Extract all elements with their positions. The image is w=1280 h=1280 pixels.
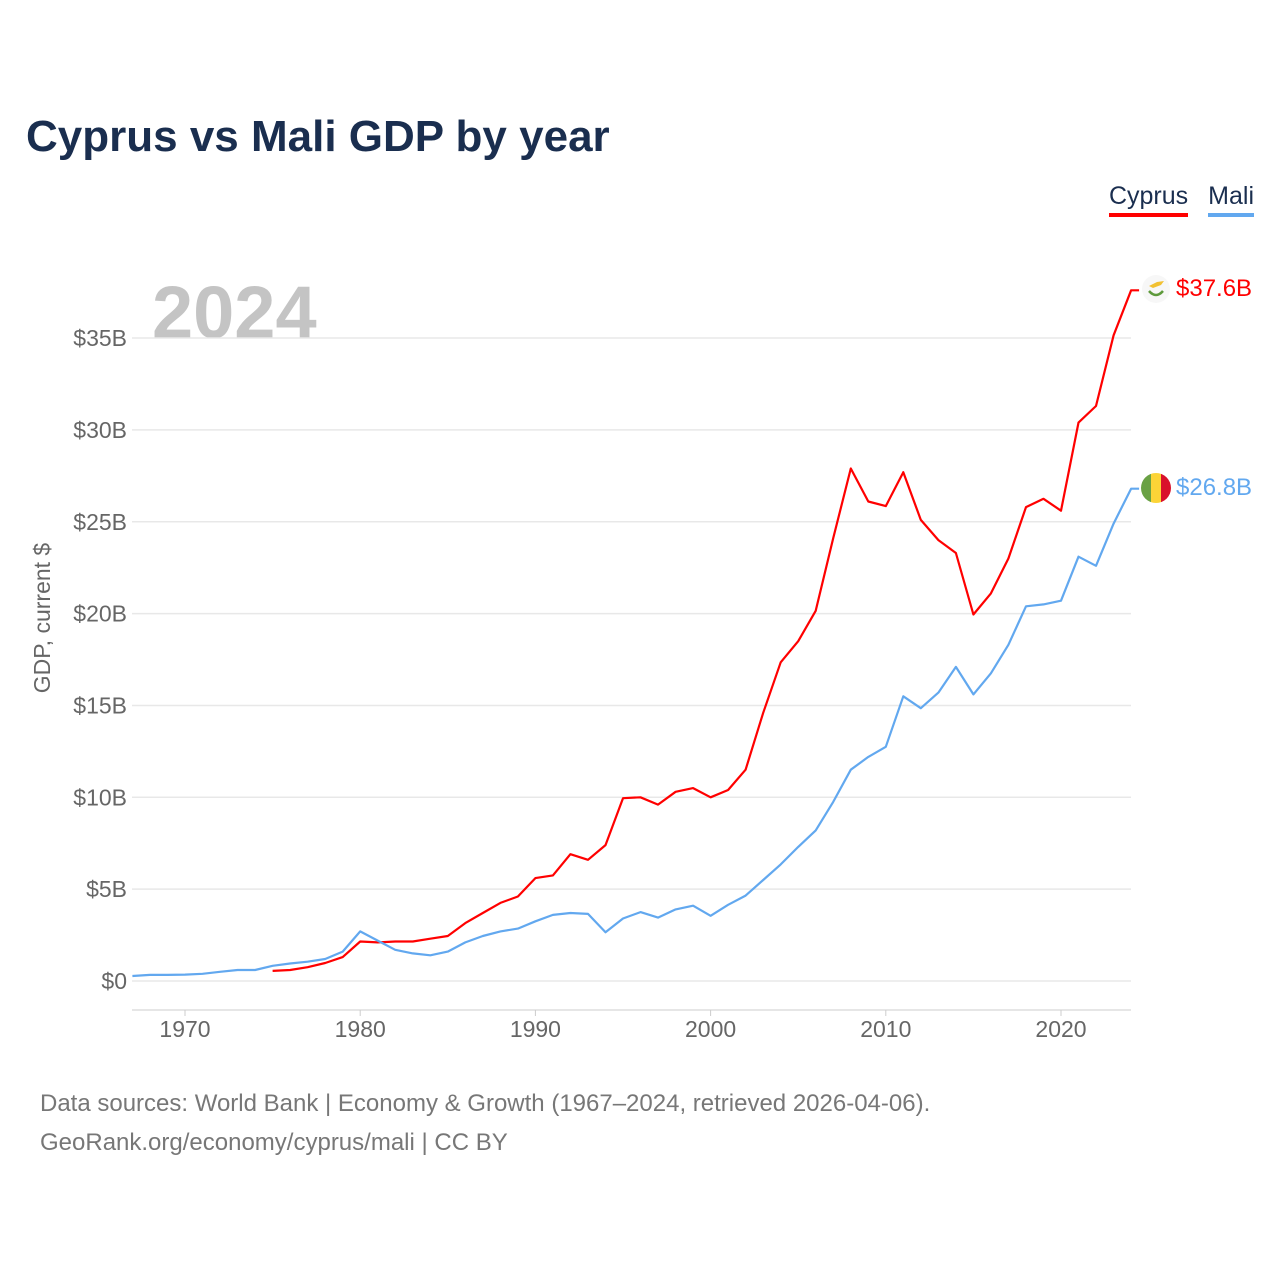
series-line-cyprus[interactable] (272, 289, 1140, 972)
y-tick-label: $10B (73, 784, 127, 810)
legend-item-mali[interactable]: Mali (1208, 182, 1254, 217)
chart-title: Cyprus vs Mali GDP by year (26, 112, 610, 161)
y-tick-label: $30B (73, 417, 127, 443)
series-line-mali[interactable] (132, 487, 1140, 978)
source-link[interactable]: GeoRank.org/economy/cyprus/mali | CC BY (40, 1129, 508, 1156)
y-axis-label: GDP, current $ (29, 543, 55, 694)
y-tick-label: $20B (73, 601, 127, 627)
cyprus-flag-icon (1142, 275, 1170, 303)
legend: Cyprus Mali (1108, 182, 1254, 217)
mali-end-label: $26.8B (1176, 474, 1252, 501)
y-tick-label: $35B (73, 325, 127, 351)
year-watermark: 2024 (152, 271, 317, 354)
footer: Data sources: World Bank | Economy & Gro… (40, 1084, 930, 1162)
y-tick-label: $15B (73, 692, 127, 718)
x-tick-label: 1970 (159, 1016, 210, 1042)
x-tick-label: 1980 (335, 1016, 386, 1042)
mali-flag-icon (1141, 473, 1171, 503)
x-tick-label: 2000 (685, 1016, 736, 1042)
y-tick-label: $5B (86, 876, 127, 902)
x-tick-label: 1990 (510, 1016, 561, 1042)
cyprus-end-label: $37.6B (1176, 275, 1252, 302)
y-tick-label: $25B (73, 509, 127, 535)
x-tick-label: 2020 (1035, 1016, 1086, 1042)
data-source-text: Data sources: World Bank | Economy & Gro… (40, 1090, 931, 1117)
x-tick-label: 2010 (860, 1016, 911, 1042)
y-tick-label: $0 (101, 968, 127, 994)
legend-item-cyprus[interactable]: Cyprus (1108, 182, 1189, 217)
